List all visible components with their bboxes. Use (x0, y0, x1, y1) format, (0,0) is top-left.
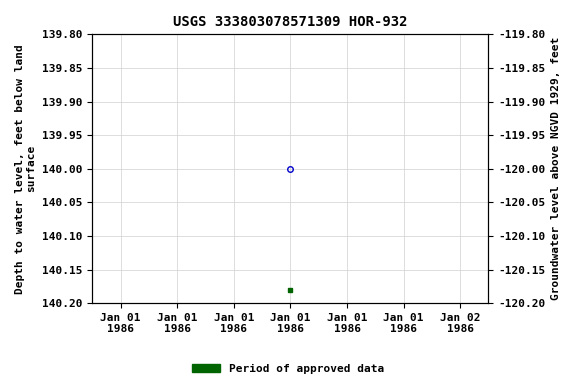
Legend: Period of approved data: Period of approved data (188, 359, 388, 379)
Y-axis label: Groundwater level above NGVD 1929, feet: Groundwater level above NGVD 1929, feet (551, 37, 561, 300)
Title: USGS 333803078571309 HOR-932: USGS 333803078571309 HOR-932 (173, 15, 408, 29)
Y-axis label: Depth to water level, feet below land
surface: Depth to water level, feet below land su… (15, 44, 37, 294)
